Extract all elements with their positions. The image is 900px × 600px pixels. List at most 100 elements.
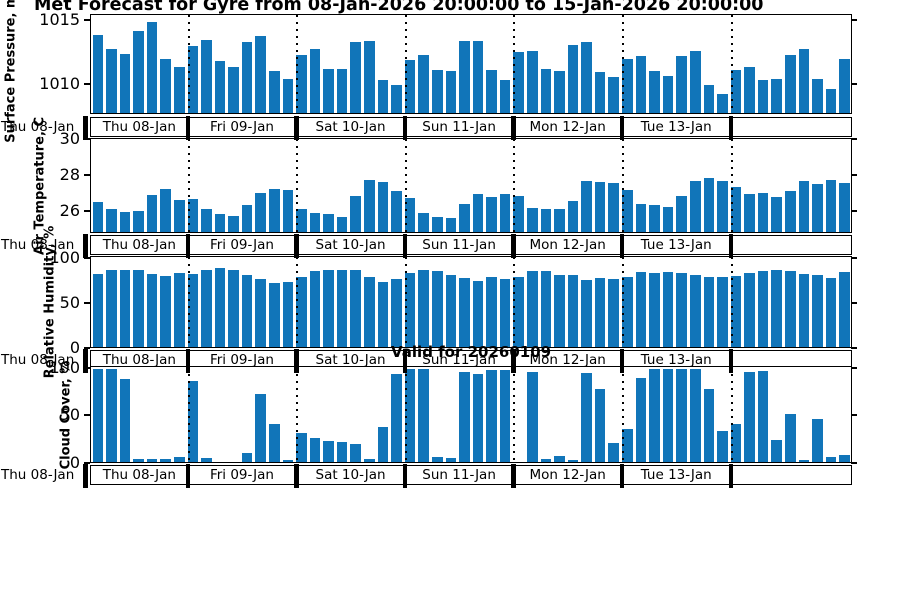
bar-slot — [648, 139, 662, 232]
day-boundary-thick-tick — [511, 349, 516, 373]
bar — [336, 216, 348, 232]
day-boundary-dotted-line — [621, 15, 624, 113]
day-section-label: Fri 09-Jan — [209, 237, 274, 253]
day-section-label: Tue 13-Jan — [640, 119, 712, 135]
bar-slot — [240, 257, 254, 347]
bars-layer — [91, 15, 851, 113]
day-boundary-thick-tick — [83, 234, 88, 258]
bar — [160, 459, 171, 462]
bar-slot — [553, 15, 567, 113]
y-tick-mark — [851, 83, 857, 86]
day-boundary-thick-tick — [511, 116, 516, 140]
bar — [635, 56, 647, 113]
bar-slot — [648, 257, 662, 347]
bar — [418, 213, 429, 232]
bar-slot — [172, 257, 186, 347]
bar — [662, 272, 674, 347]
temperature-day-axis-row: Thu 08-Jan Fri 09-Jan Sat 10-Jan Sun 11-Jan… — [83, 234, 852, 258]
bar — [187, 380, 199, 462]
bar-slot — [363, 139, 377, 232]
bar — [499, 369, 511, 462]
bar — [513, 196, 524, 232]
bar — [119, 212, 131, 232]
bar-slot — [376, 139, 390, 232]
bar — [160, 275, 171, 347]
bar-slot — [145, 15, 159, 113]
bar — [241, 274, 253, 347]
bar — [486, 369, 497, 462]
bar — [608, 77, 620, 113]
bar — [323, 214, 334, 232]
bar-slot — [634, 257, 648, 347]
day-boundary-thick-tick — [83, 349, 88, 373]
day-section-label: Sun 11-Jan — [422, 352, 496, 368]
bar-slot — [485, 367, 499, 462]
bar-slot — [675, 139, 689, 232]
bar-slot — [797, 15, 811, 113]
bar-slot — [254, 15, 268, 113]
bar-slot — [200, 367, 214, 462]
bar-slot — [675, 367, 689, 462]
bar-slot — [607, 257, 621, 347]
bar-slot — [268, 367, 282, 462]
day-boundary-thick-tick — [619, 349, 625, 373]
bar — [472, 40, 484, 113]
bar-slot — [811, 257, 825, 347]
bar — [255, 192, 267, 232]
bar-slot — [526, 367, 540, 462]
bar-slot — [417, 15, 431, 113]
y-tick-mark — [851, 414, 857, 417]
bar-slot — [403, 367, 417, 462]
bar — [757, 192, 769, 232]
bar — [812, 419, 823, 462]
bar-slot — [268, 15, 282, 113]
bar-slot — [824, 139, 838, 232]
bar-slot — [308, 15, 322, 113]
bar-slot — [444, 257, 458, 347]
bar — [540, 68, 552, 113]
bar — [703, 277, 715, 347]
bar — [757, 79, 769, 113]
bar-slot — [621, 367, 635, 462]
bar — [594, 182, 606, 232]
bar — [255, 394, 267, 462]
y-tick-label: 26 — [59, 201, 80, 221]
bar-slot — [675, 257, 689, 347]
bar-slot — [539, 367, 553, 462]
bar-slot — [553, 257, 567, 347]
bar-slot — [200, 257, 214, 347]
bar-slot — [580, 15, 594, 113]
bar — [676, 195, 687, 232]
bar — [527, 371, 538, 462]
day-section-label: Thu 08-Jan — [102, 352, 176, 368]
bar-slot — [566, 139, 580, 232]
bar — [459, 371, 470, 462]
bar — [608, 279, 620, 347]
bar — [336, 442, 348, 462]
bar-slot — [132, 15, 146, 113]
bar — [622, 276, 633, 347]
bar-slot — [335, 139, 349, 232]
day-boundary-dotted-line — [404, 15, 407, 113]
y-tick-mark — [851, 256, 857, 259]
bar-slot — [145, 257, 159, 347]
bar-slot — [91, 257, 105, 347]
day-boundary-thick-tick — [294, 349, 299, 373]
bar — [784, 54, 796, 113]
day-section-label: Mon 12-Jan — [529, 119, 606, 135]
bar — [635, 204, 647, 232]
bar-slot — [593, 15, 607, 113]
bar — [336, 68, 348, 113]
bar — [431, 271, 443, 347]
bar-slot — [743, 257, 757, 347]
bar — [431, 457, 443, 462]
bar-slot — [512, 15, 526, 113]
humidity-plot-area — [90, 256, 852, 348]
bar-slot — [566, 257, 580, 347]
day-boundary-dotted-line — [513, 367, 516, 462]
day-boundary-thick-tick — [402, 349, 408, 373]
bar-slot — [756, 139, 770, 232]
bar-slot — [186, 257, 200, 347]
bar-slot — [526, 257, 540, 347]
